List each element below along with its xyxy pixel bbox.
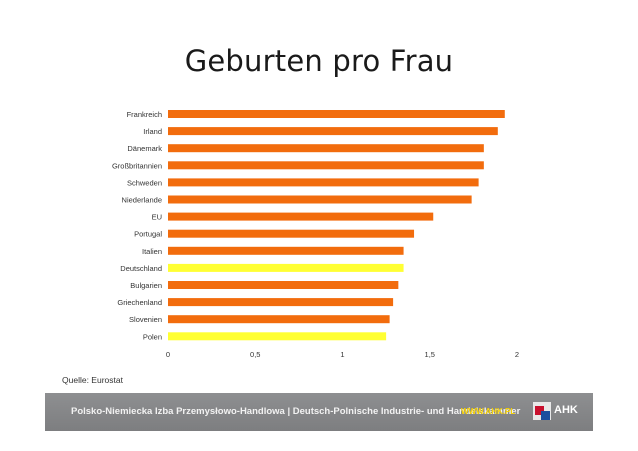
bar-irland xyxy=(168,127,498,136)
bar-niederlande xyxy=(168,195,472,204)
category-label: EU xyxy=(152,213,162,222)
bar-bulgarien xyxy=(168,281,399,289)
bars-group xyxy=(168,110,505,341)
x-tick-label: 1 xyxy=(340,350,344,359)
category-label: Slovenien xyxy=(129,315,162,324)
bar-chart: Frankreich Irland Dänemark Großbritannien Sc… xyxy=(112,110,519,359)
category-label: Polen xyxy=(143,332,162,341)
ahk-logo: AHK xyxy=(533,400,589,424)
x-tick-label: 2 xyxy=(515,350,519,359)
bar-polen xyxy=(168,332,387,341)
category-label: Frankreich xyxy=(127,110,162,119)
footer-banner: Polsko-Niemiecka Izba Przemysłowo-Handlo… xyxy=(45,393,593,431)
category-label: Großbritannien xyxy=(112,161,162,170)
bar-eu xyxy=(168,212,434,221)
x-tick-label: 0 xyxy=(166,350,170,359)
category-label: Portugal xyxy=(134,230,162,239)
source-note: Quelle: Eurostat xyxy=(62,375,123,385)
bar-großbritannien xyxy=(168,161,484,170)
x-tick-labels-group: 0 0,5 1 1,5 2 xyxy=(166,350,519,359)
bar-deutschland xyxy=(168,263,404,272)
ahk-logo-icon xyxy=(533,402,551,420)
category-label: Irland xyxy=(143,127,162,136)
x-tick-label: 0,5 xyxy=(250,350,260,359)
bar-slovenien xyxy=(168,315,390,324)
x-tick-label: 1,5 xyxy=(425,350,435,359)
logo-red-square xyxy=(535,406,544,415)
category-label: Bulgarien xyxy=(130,281,162,290)
bar-portugal xyxy=(168,229,415,238)
bar-italien xyxy=(168,246,404,255)
ahk-logo-text: AHK xyxy=(554,404,578,416)
category-label: Deutschland xyxy=(120,264,162,273)
chart-title: Geburten pro Frau xyxy=(184,44,454,78)
logo-blue-square xyxy=(541,411,550,420)
category-labels-group: Frankreich Irland Dänemark Großbritannien Sc… xyxy=(112,110,162,341)
category-label: Dänemark xyxy=(127,144,162,153)
category-label: Schweden xyxy=(127,178,162,187)
bar-griechenland xyxy=(168,298,394,307)
bar-dänemark xyxy=(168,144,484,153)
category-label: Italien xyxy=(142,247,162,256)
bar-frankreich xyxy=(168,110,505,118)
category-label: Griechenland xyxy=(117,298,162,307)
bar-schweden xyxy=(168,178,479,187)
footer-website-link[interactable]: WWW.AHK.PL xyxy=(461,407,516,416)
footer-chamber-name: Polsko-Niemiecka Izba Przemysłowo-Handlo… xyxy=(71,406,521,417)
category-label: Niederlande xyxy=(122,196,162,205)
